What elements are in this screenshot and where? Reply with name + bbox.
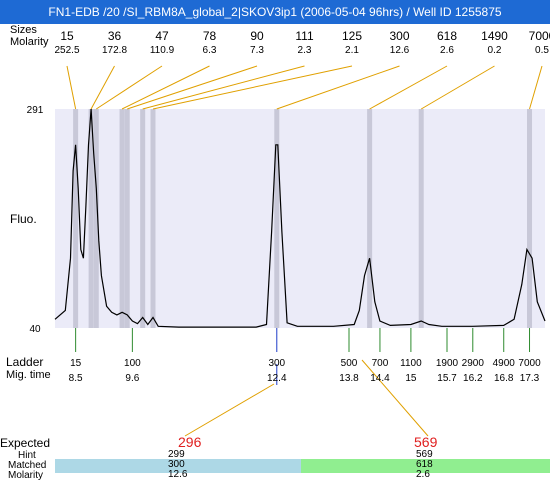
peak-size-label: 111 — [295, 29, 314, 43]
peak-molarity-label: 6.3 — [203, 45, 217, 56]
peak-molarity-label: 0.5 — [535, 45, 549, 56]
peak-size-label: 36 — [108, 29, 122, 43]
result-hint-2: 569 — [416, 449, 433, 460]
peak-molarity-label: 2.3 — [298, 45, 312, 56]
peak-size-label: 15 — [60, 29, 74, 43]
ladder-size-label: 7000 — [518, 358, 541, 369]
peak-band — [367, 109, 373, 328]
result-molarity-1: 12.6 — [168, 469, 188, 480]
y-tick-label: 40 — [29, 324, 41, 335]
peak-molarity-label: 252.5 — [54, 45, 79, 56]
y-tick-label: 291 — [27, 105, 44, 116]
result-matched-2: 618 — [416, 459, 433, 470]
ladder-time-label: 13.8 — [339, 373, 359, 384]
peak-band — [93, 109, 99, 328]
ladder-size-label: 15 — [70, 358, 82, 369]
peak-size-label: 47 — [155, 29, 169, 43]
peak-connector — [127, 65, 258, 110]
peak-band — [418, 109, 424, 328]
ladder-time-label: 16.2 — [463, 373, 483, 384]
title-bar: FN1-EDB /20 /SI_RBM8A_global_2|SKOV3ip1 … — [0, 0, 550, 24]
molarity-row-label: Molarity — [10, 36, 49, 48]
result-expected-2: 569 — [414, 434, 438, 450]
mig-time-label: Mig. time — [6, 369, 51, 381]
peak-size-label: 125 — [342, 29, 362, 43]
peak-molarity-label: 0.2 — [488, 45, 502, 56]
peak-molarity-label: 2.1 — [345, 45, 359, 56]
ladder-time-label: 12.4 — [267, 373, 287, 384]
ladder-time-label: 16.8 — [494, 373, 514, 384]
peak-band — [527, 109, 533, 328]
window-title: FN1-EDB /20 /SI_RBM8A_global_2|SKOV3ip1 … — [48, 5, 502, 19]
peak-connector — [66, 65, 77, 110]
peak-size-label: 618 — [437, 29, 457, 43]
ladder-time-label: 17.3 — [520, 373, 540, 384]
peak-connector — [369, 65, 448, 110]
peak-connector — [529, 65, 543, 110]
peak-molarity-label: 2.6 — [440, 45, 454, 56]
peak-size-label: 1490 — [481, 29, 508, 43]
ladder-time-label: 9.6 — [125, 373, 139, 384]
peak-band — [124, 109, 130, 328]
ladder-size-label: 500 — [341, 358, 358, 369]
peak-connector — [276, 65, 400, 110]
plot-area — [55, 109, 545, 328]
peak-size-label: 90 — [250, 29, 264, 43]
peak-molarity-label: 172.8 — [102, 45, 127, 56]
fluo-axis-label: Fluo. — [10, 212, 37, 226]
result-molarity-2: 2.6 — [416, 469, 430, 480]
ladder-size-label: 2900 — [462, 358, 485, 369]
ladder-time-label: 8.5 — [69, 373, 83, 384]
ladder-size-label: 4900 — [493, 358, 516, 369]
ladder-time-label: 15.7 — [437, 373, 457, 384]
peak-band — [274, 109, 280, 328]
peak-band — [73, 109, 79, 328]
peak-band — [88, 109, 94, 328]
peak-connector — [420, 65, 495, 110]
peak-size-label: 7000 — [529, 29, 550, 43]
ladder-size-label: 300 — [268, 358, 285, 369]
peak-band — [140, 109, 146, 328]
peak-connector — [121, 65, 210, 110]
expected-label: Expected — [0, 436, 51, 450]
size-row-label: Sizes — [10, 24, 37, 36]
result-band-2 — [301, 459, 550, 473]
matched-label: Matched — [8, 460, 47, 471]
ladder-time-label: 15 — [405, 373, 417, 384]
peak-molarity-label: 7.3 — [250, 45, 264, 56]
result-hint-1: 299 — [168, 449, 185, 460]
ladder-time-label: 14.4 — [370, 373, 390, 384]
result-connector — [184, 383, 275, 437]
ladder-size-label: 700 — [372, 358, 389, 369]
ladder-size-label: 1100 — [400, 358, 422, 369]
peak-connector — [152, 65, 353, 110]
hint-label: Hint — [18, 450, 36, 461]
fluorescence-trace — [54, 108, 546, 328]
result-band-1 — [55, 459, 301, 473]
peak-molarity-label: 12.6 — [390, 45, 410, 56]
ladder-size-label: 1900 — [436, 358, 459, 369]
ladder-label: Ladder — [6, 355, 44, 369]
peak-connector — [90, 65, 115, 110]
peak-molarity-label: 110.9 — [150, 45, 175, 56]
peak-band — [119, 109, 125, 328]
peak-connector — [142, 65, 305, 110]
ladder-size-label: 100 — [124, 358, 141, 369]
peak-band — [150, 109, 156, 328]
peak-size-label: 300 — [389, 29, 409, 43]
result-connector — [361, 359, 429, 437]
molarity-bottom-label: Molarity — [8, 470, 44, 481]
result-matched-1: 300 — [168, 459, 185, 470]
peak-size-label: 78 — [203, 29, 217, 43]
peak-connector — [95, 65, 163, 110]
